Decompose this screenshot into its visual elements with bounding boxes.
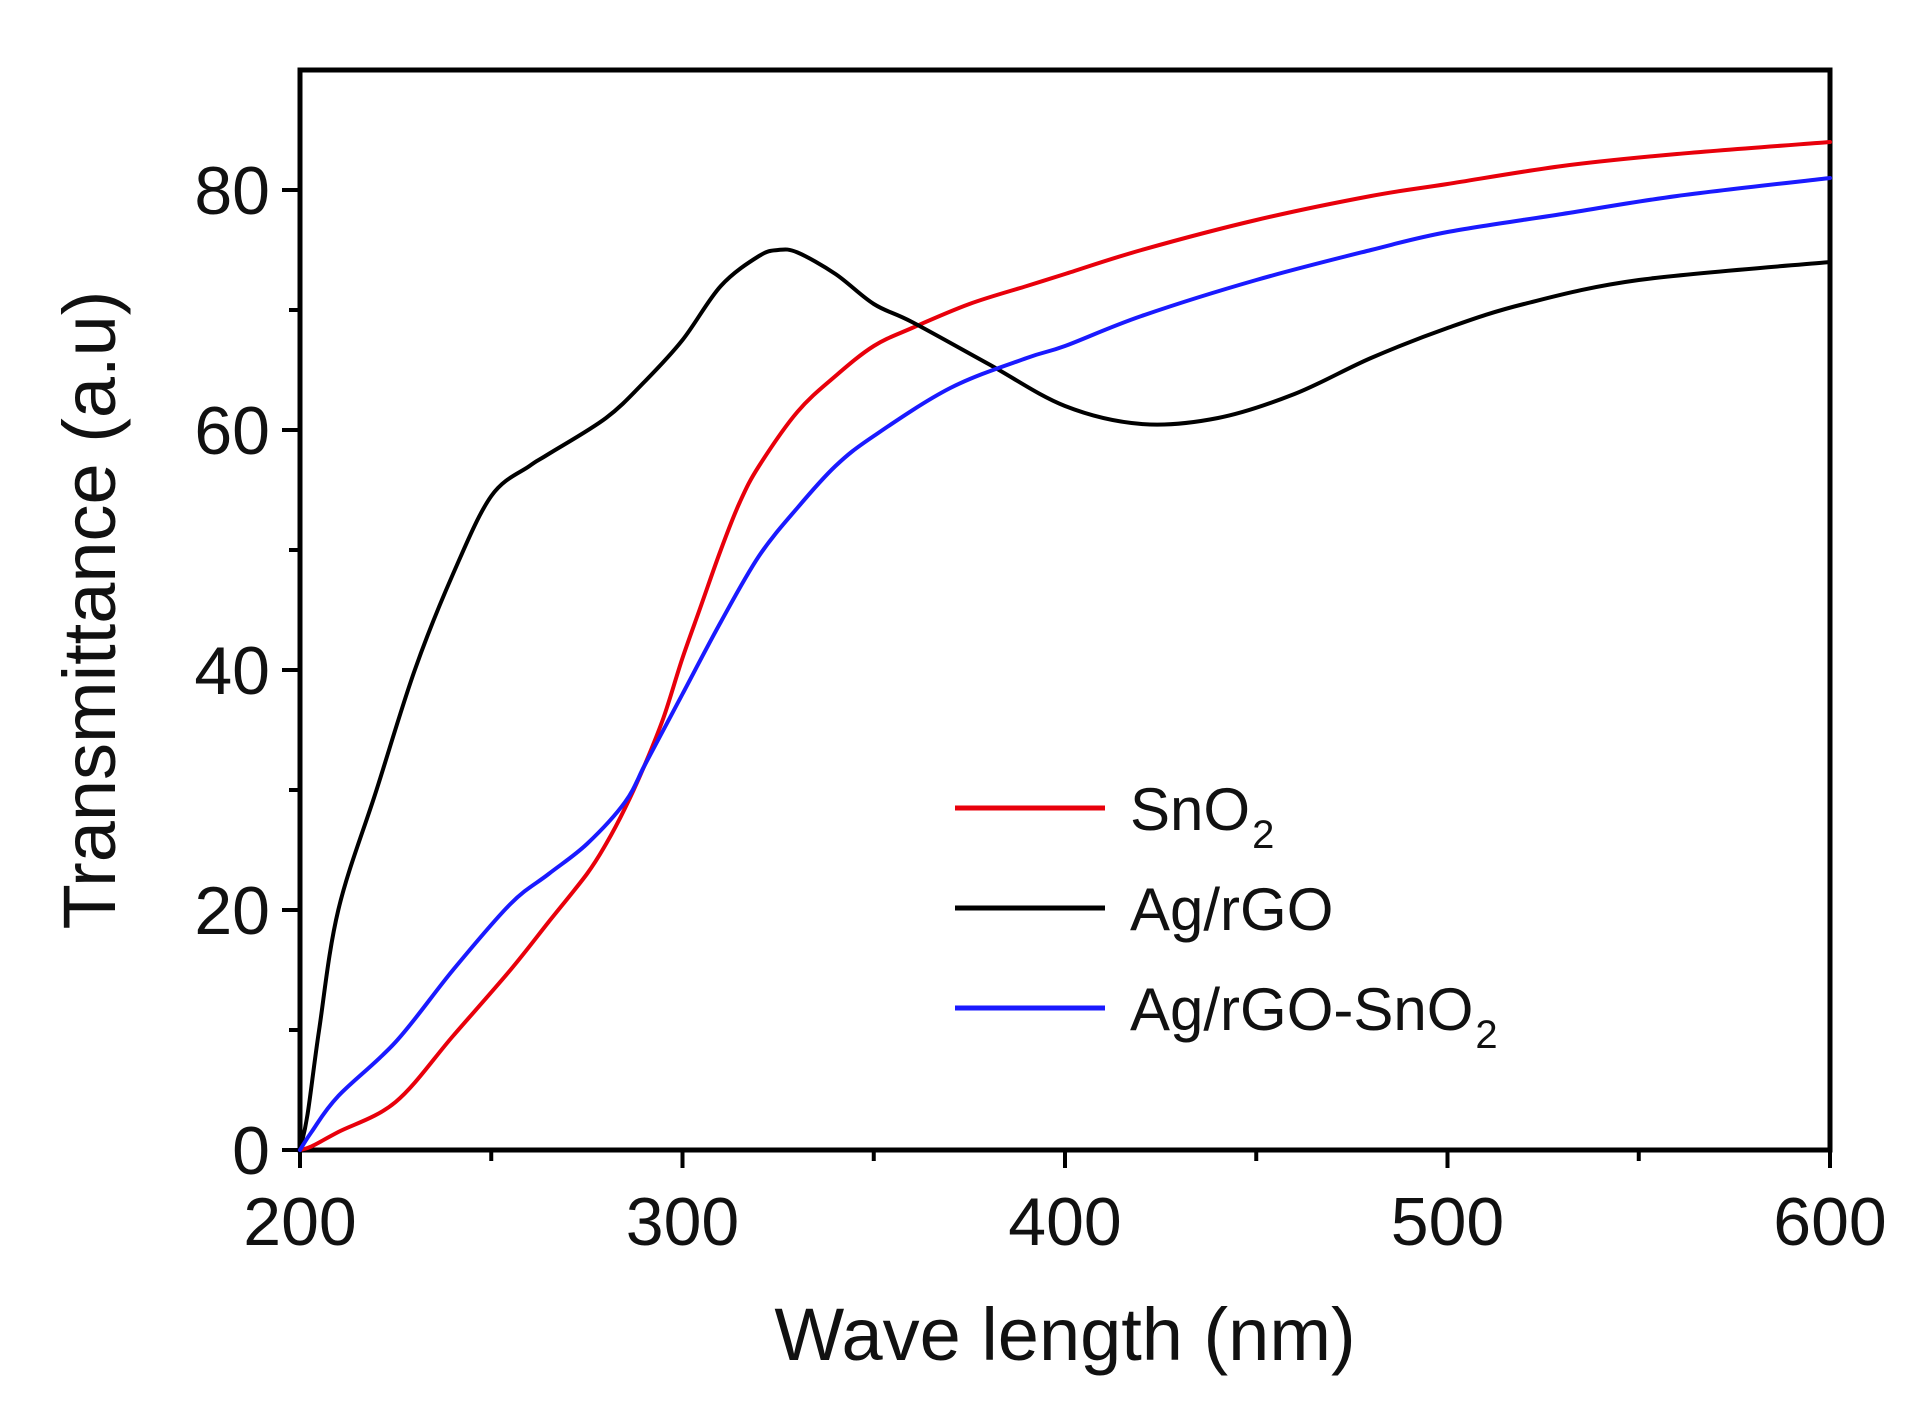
legend: SnO2 Ag/rGO Ag/rGO-SnO2 (955, 776, 1498, 1057)
x-tick-label: 400 (1008, 1184, 1121, 1260)
y-tick-label: 60 (194, 393, 270, 469)
y-tick-label: 40 (194, 633, 270, 709)
legend-label: Ag/rGO (1130, 876, 1333, 943)
legend-label: Ag/rGO-SnO2 (1130, 976, 1498, 1057)
series-line-sno2 (298, 140, 1832, 1152)
x-tick-label: 600 (1773, 1184, 1886, 1260)
series-line-ag-rgo (298, 247, 1832, 1152)
legend-entry-sno2: SnO2 (955, 776, 1274, 857)
x-tick-label: 200 (243, 1184, 356, 1260)
plot-area (297, 67, 1833, 1153)
legend-entry-ag-rgo-sno2: Ag/rGO-SnO2 (955, 976, 1498, 1057)
series-layer (298, 140, 1832, 1152)
plot-frame (297, 67, 1833, 1153)
y-tick-label: 20 (194, 873, 270, 949)
legend-label: SnO2 (1130, 776, 1274, 857)
x-tick-label: 300 (626, 1184, 739, 1260)
y-axis-title: Transmittance (a.u) (48, 291, 131, 930)
x-tick-label: 500 (1391, 1184, 1504, 1260)
y-tick-label: 80 (194, 153, 270, 229)
x-axis-title: Wave length (nm) (774, 1293, 1355, 1376)
series-line-ag-rgo-sno2 (298, 176, 1832, 1152)
axis-ticks: 200 300 400 500 600 0 20 40 60 80 (194, 153, 1886, 1260)
y-tick-label: 0 (232, 1113, 270, 1189)
legend-entry-ag-rgo: Ag/rGO (955, 876, 1333, 943)
